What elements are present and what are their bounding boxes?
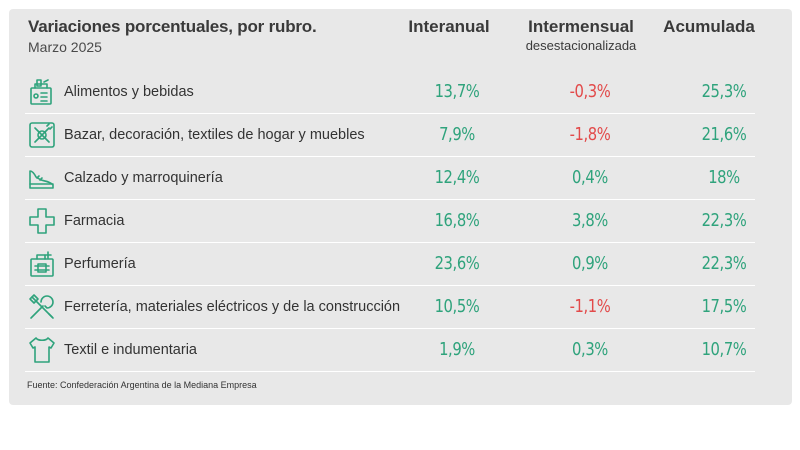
column-header-intermensual: Intermensual — [528, 17, 634, 36]
perfume-icon — [27, 249, 57, 279]
cell-interanual: 23,6% — [434, 253, 480, 274]
cell-acumulada: 17,5% — [701, 296, 747, 317]
cell-intermensual: 0,4% — [572, 167, 608, 188]
source-note: Fuente: Confederación Argentina de la Me… — [27, 380, 257, 390]
row-label: Bazar, decoración, textiles de hogar y m… — [64, 127, 365, 143]
cell-intermensual: -1,1% — [569, 296, 611, 317]
table-row: Perfumería 23,6% 0,9% 22,3% — [25, 243, 755, 286]
table-subtitle: Marzo 2025 — [28, 39, 102, 55]
home-decor-icon — [27, 120, 57, 150]
column-header-interanual: Interanual — [408, 17, 490, 36]
table-card: Variaciones porcentuales, por rubro. Mar… — [9, 9, 792, 405]
table-row: Bazar, decoración, textiles de hogar y m… — [25, 114, 755, 157]
cell-intermensual: 0,3% — [572, 339, 608, 360]
cell-interanual: 16,8% — [434, 210, 480, 231]
row-label: Perfumería — [64, 256, 136, 272]
cell-intermensual: 0,9% — [572, 253, 608, 274]
grocery-bag-icon — [27, 77, 57, 107]
shoe-icon — [27, 163, 57, 193]
table-row: Calzado y marroquinería 12,4% 0,4% 18% — [25, 157, 755, 200]
cell-intermensual: -1,8% — [569, 124, 611, 145]
cell-interanual: 7,9% — [439, 124, 475, 145]
cell-acumulada: 21,6% — [701, 124, 747, 145]
column-header-acumulada: Acumulada — [663, 17, 755, 36]
tools-icon — [27, 292, 57, 322]
cell-interanual: 10,5% — [434, 296, 480, 317]
cell-intermensual: -0,3% — [569, 81, 611, 102]
row-label: Alimentos y bebidas — [64, 84, 194, 100]
cell-acumulada: 25,3% — [701, 81, 747, 102]
table-row: Alimentos y bebidas 13,7% -0,3% 25,3% — [25, 71, 755, 114]
table-row: Farmacia 16,8% 3,8% 22,3% — [25, 200, 755, 243]
table-row: Ferretería, materiales eléctricos y de l… — [25, 286, 755, 329]
row-label: Ferretería, materiales eléctricos y de l… — [64, 299, 401, 315]
table-body: Alimentos y bebidas 13,7% -0,3% 25,3% Bazar,… — [25, 71, 755, 372]
cell-interanual: 1,9% — [439, 339, 475, 360]
row-label: Calzado y marroquinería — [64, 170, 223, 186]
cell-acumulada: 18% — [708, 167, 740, 188]
shirt-icon — [27, 335, 57, 365]
row-label: Textil e indumentaria — [64, 342, 197, 358]
table-title: Variaciones porcentuales, por rubro. — [28, 17, 317, 36]
cell-interanual: 13,7% — [434, 81, 480, 102]
cell-acumulada: 10,7% — [701, 339, 747, 360]
cell-acumulada: 22,3% — [701, 253, 747, 274]
cell-acumulada: 22,3% — [701, 210, 747, 231]
column-subheader-desestacionalizada: desestacionalizada — [525, 38, 637, 53]
pharmacy-cross-icon — [27, 206, 57, 236]
table-row: Textil e indumentaria 1,9% 0,3% 10,7% — [25, 329, 755, 372]
row-label: Farmacia — [64, 213, 125, 229]
cell-interanual: 12,4% — [434, 167, 480, 188]
cell-intermensual: 3,8% — [572, 210, 608, 231]
